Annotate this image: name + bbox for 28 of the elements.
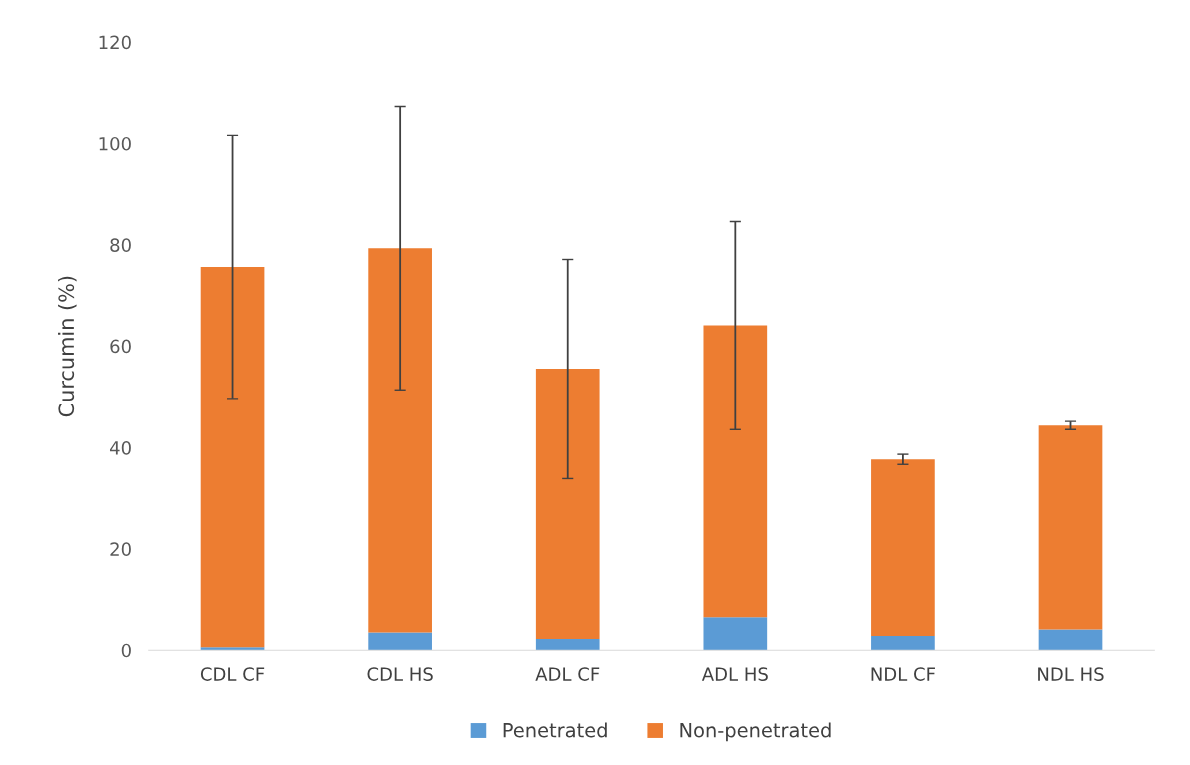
x-tick-label: CDL CF <box>200 667 265 681</box>
bar <box>871 636 935 651</box>
legend-label: Non-penetrated <box>680 722 831 742</box>
y-tick-label: 100 <box>99 136 131 151</box>
bar <box>368 248 432 633</box>
x-tick-label: CDL HS <box>367 667 433 681</box>
bar <box>1038 629 1103 651</box>
bar <box>200 267 265 648</box>
y-axis-title: Curcumin (%) <box>58 276 77 417</box>
bar <box>703 617 768 651</box>
y-tick-label: 20 <box>110 542 131 556</box>
x-tick-label: ADL CF <box>535 667 600 681</box>
x-tick-label: NDL CF <box>871 667 935 681</box>
y-tick-label: 120 <box>99 35 131 50</box>
bar <box>200 647 265 651</box>
x-tick-label: NDL HS <box>1038 667 1104 681</box>
bar <box>368 632 432 651</box>
y-tick-label: 0 <box>121 643 131 658</box>
legend-label: Penetrated <box>503 722 607 738</box>
y-tick-label: 40 <box>109 440 131 455</box>
x-tick-label: ADL HS <box>701 667 768 681</box>
bar <box>535 639 600 651</box>
bar <box>1038 425 1103 630</box>
y-tick-label: 80 <box>110 238 131 252</box>
bar <box>703 325 768 618</box>
bar <box>535 368 600 640</box>
bar <box>871 459 935 637</box>
y-tick-label: 60 <box>110 339 131 354</box>
